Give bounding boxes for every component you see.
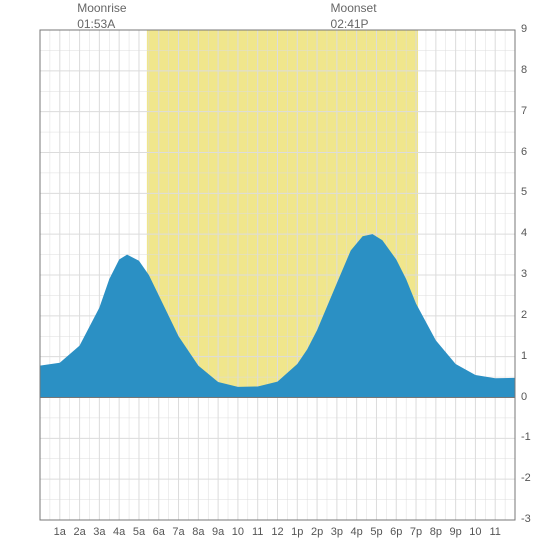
x-tick-label: 1p [291, 526, 303, 538]
x-tick-label: 3a [93, 526, 105, 538]
y-tick-label: 0 [521, 391, 527, 403]
y-tick-label: 8 [521, 64, 527, 76]
x-tick-label: 10 [232, 526, 244, 538]
x-tick-label: 8a [192, 526, 204, 538]
x-tick-label: 1a [54, 526, 66, 538]
moonset-label: Moonset 02:41P [331, 0, 377, 32]
y-tick-label: -3 [521, 513, 531, 525]
x-tick-label: 8p [430, 526, 442, 538]
x-tick-label: 3p [331, 526, 343, 538]
y-tick-label: 5 [521, 186, 527, 198]
x-tick-label: 11 [489, 526, 500, 538]
y-tick-label: -2 [521, 472, 531, 484]
chart-svg [0, 0, 550, 550]
moonrise-title: Moonrise [77, 1, 126, 15]
x-tick-label: 9a [212, 526, 224, 538]
tide-chart: -3-2-101234567891a2a3a4a5a6a7a8a9a101112… [0, 0, 550, 550]
y-tick-label: 7 [521, 105, 527, 117]
moonset-title: Moonset [331, 1, 377, 15]
x-tick-label: 2p [311, 526, 323, 538]
y-tick-label: 3 [521, 268, 527, 280]
y-tick-label: -1 [521, 431, 531, 443]
x-tick-label: 10 [469, 526, 481, 538]
x-tick-label: 6a [153, 526, 165, 538]
y-tick-label: 6 [521, 146, 527, 158]
x-tick-label: 9p [450, 526, 462, 538]
x-tick-label: 7a [172, 526, 184, 538]
y-tick-label: 9 [521, 23, 527, 35]
x-tick-label: 12 [271, 526, 283, 538]
x-tick-label: 5a [133, 526, 145, 538]
x-tick-label: 4a [113, 526, 125, 538]
x-tick-label: 11 [252, 526, 263, 538]
x-tick-label: 5p [370, 526, 382, 538]
y-tick-label: 4 [521, 227, 527, 239]
y-tick-label: 1 [521, 350, 527, 362]
moonrise-time: 01:53A [77, 17, 115, 31]
x-tick-label: 6p [390, 526, 402, 538]
x-tick-label: 7p [410, 526, 422, 538]
x-tick-label: 4p [351, 526, 363, 538]
y-tick-label: 2 [521, 309, 527, 321]
x-tick-label: 2a [73, 526, 85, 538]
moonrise-label: Moonrise 01:53A [77, 0, 126, 32]
moonset-time: 02:41P [331, 17, 369, 31]
